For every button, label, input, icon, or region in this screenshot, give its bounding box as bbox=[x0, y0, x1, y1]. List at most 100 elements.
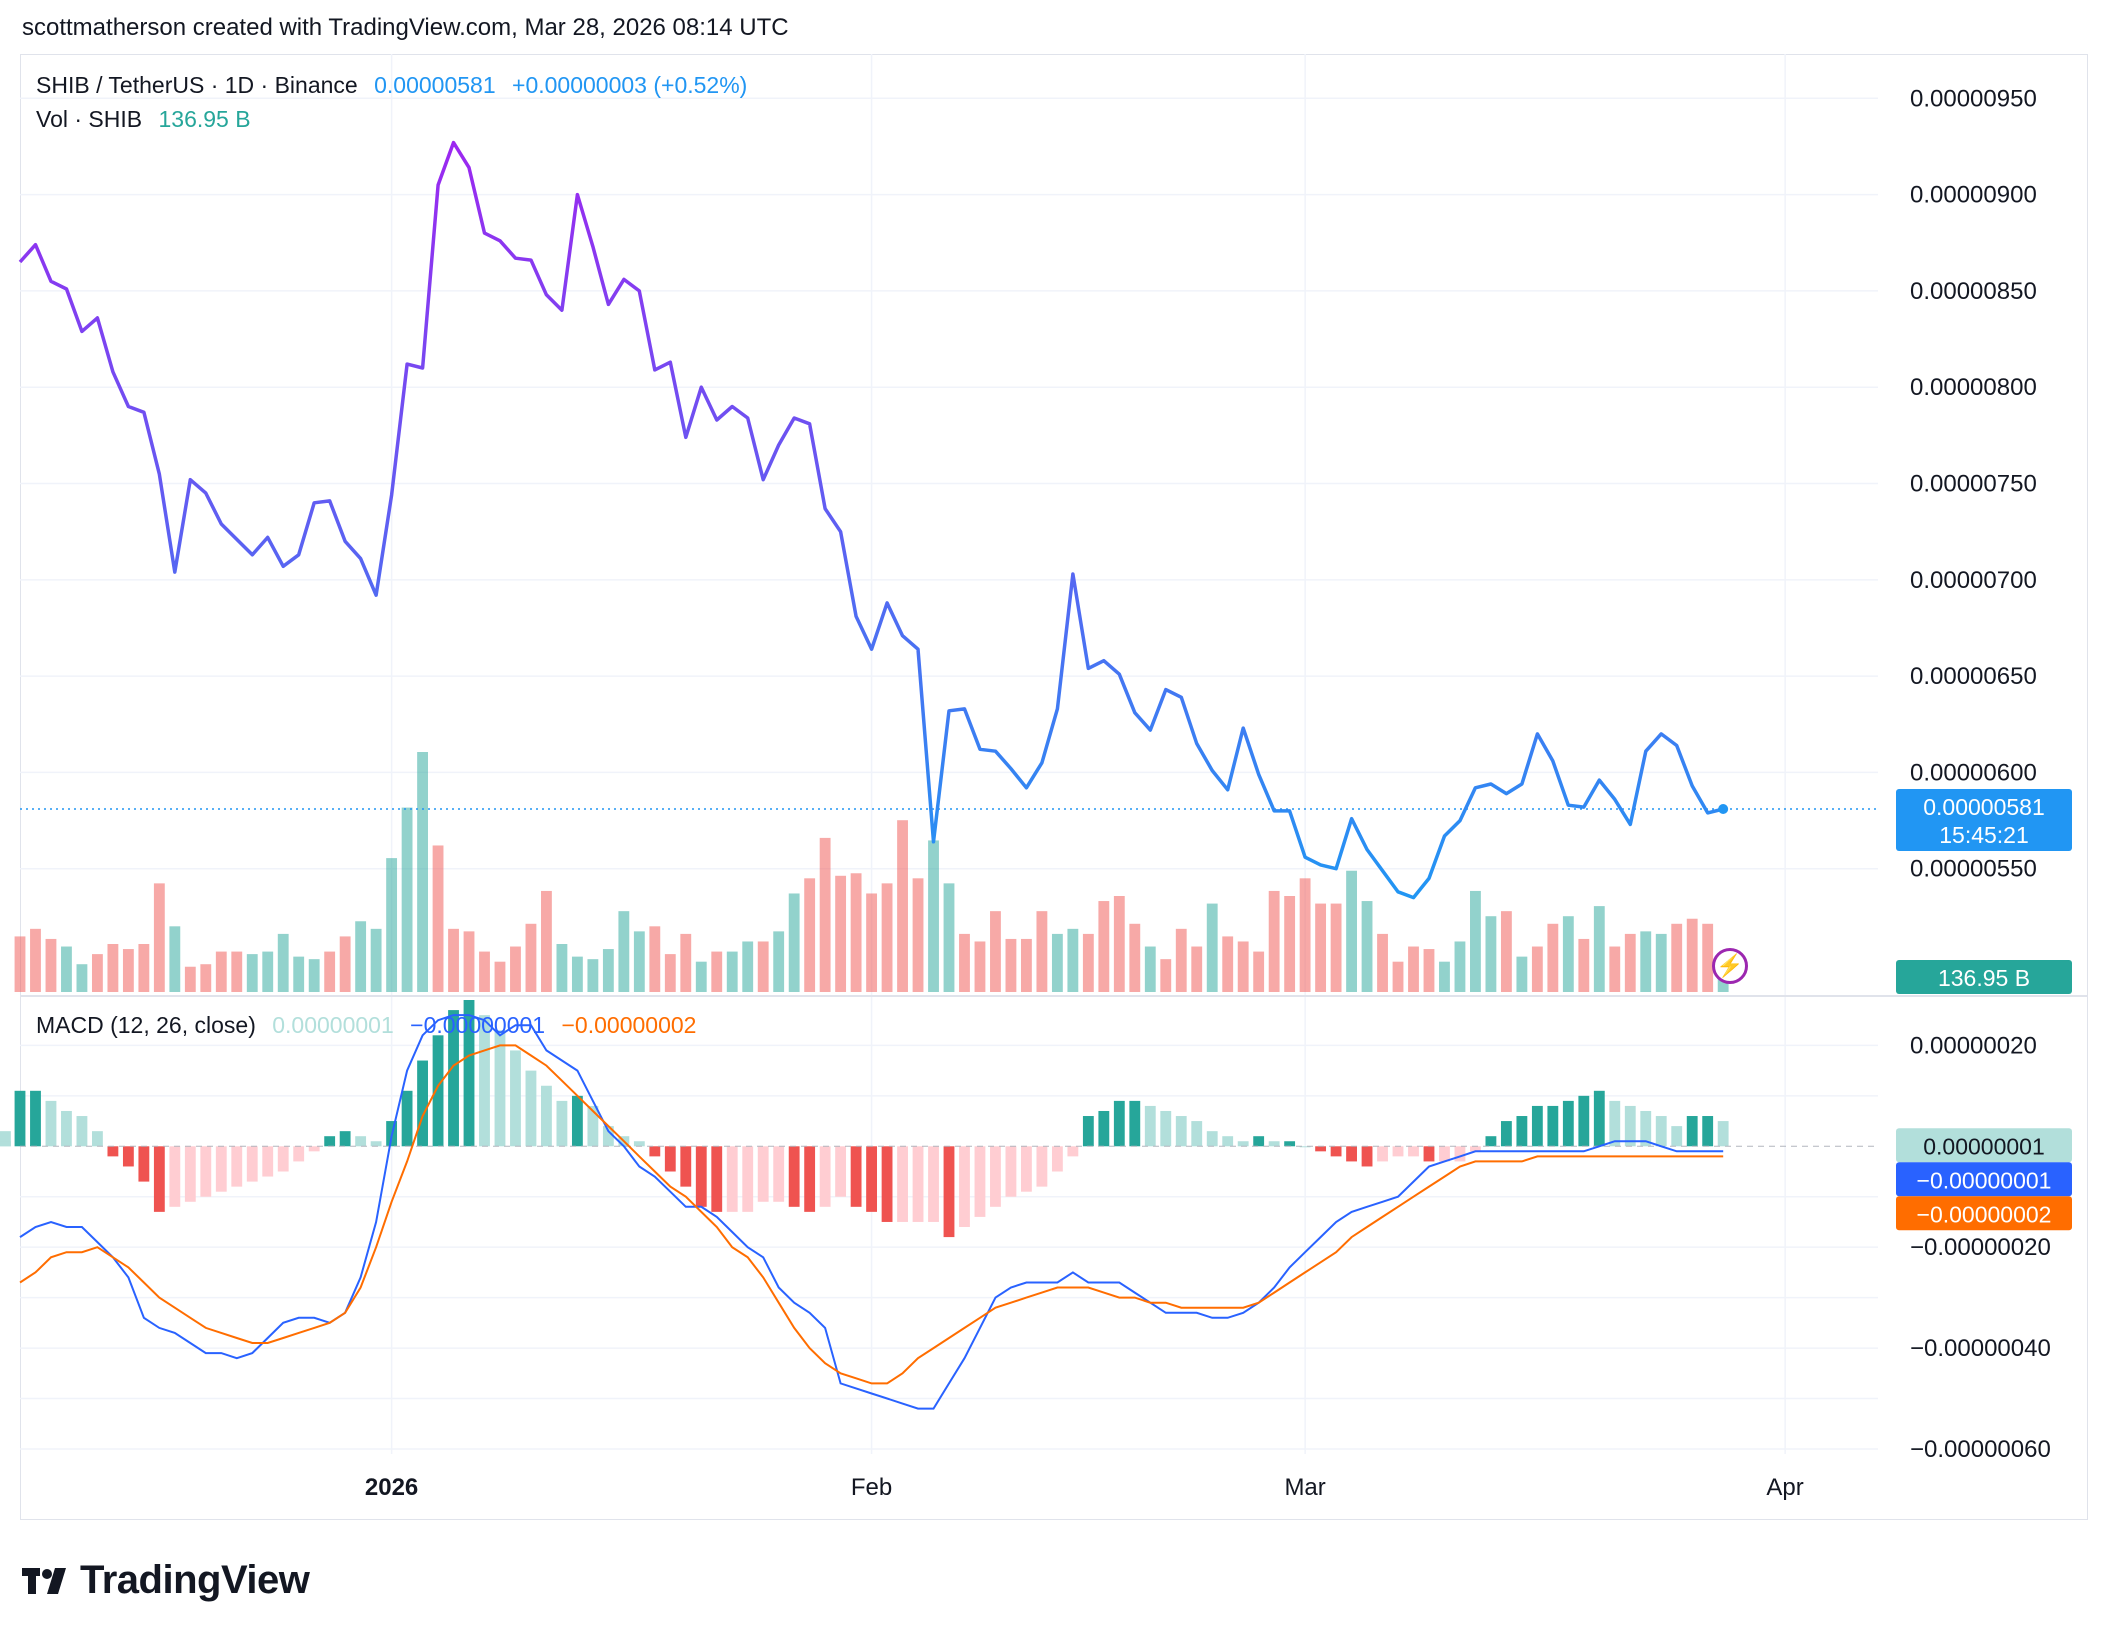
volume-bar bbox=[1051, 933, 1063, 992]
volume-bar bbox=[1531, 946, 1543, 992]
volume-bar bbox=[1578, 938, 1590, 992]
macd-histogram-bar bbox=[1377, 1146, 1388, 1162]
volume-bar bbox=[1036, 911, 1048, 992]
macd-histogram-bar bbox=[571, 1095, 583, 1147]
price-change-value: +0.00000003 (+0.52%) bbox=[512, 72, 748, 98]
macd-histogram-bar bbox=[494, 1030, 506, 1147]
volume-bar bbox=[1144, 946, 1156, 992]
price-badge-text: 15:45:21 bbox=[1939, 822, 2029, 848]
volume-bar bbox=[835, 875, 847, 992]
macd-histogram-bar bbox=[0, 1131, 11, 1147]
price-tick-label: 0.00000650 bbox=[1910, 663, 2037, 690]
volume-bar bbox=[494, 961, 506, 992]
macd-histogram-bar bbox=[45, 1100, 57, 1147]
macd-histogram-bar bbox=[633, 1141, 645, 1147]
macd-histogram-bar bbox=[200, 1146, 212, 1197]
volume-bar bbox=[742, 941, 754, 992]
macd-label[interactable]: MACD (12, 26, close) bbox=[36, 1012, 256, 1038]
macd-histogram-bar bbox=[974, 1146, 986, 1217]
volume-bar bbox=[76, 964, 88, 992]
macd-histogram-bar bbox=[1516, 1116, 1528, 1147]
macd-histogram-bar bbox=[1082, 1116, 1094, 1147]
volume-bar bbox=[1624, 933, 1636, 992]
macd-histogram-bar bbox=[370, 1141, 382, 1147]
volume-bar bbox=[1454, 941, 1466, 992]
macd-histogram-bar bbox=[525, 1070, 537, 1147]
macd-histogram-bar bbox=[1175, 1116, 1187, 1147]
volume-bar bbox=[1361, 901, 1373, 992]
tradingview-logo[interactable]: TradingView bbox=[22, 1558, 310, 1603]
volume-bar bbox=[401, 807, 413, 992]
volume-bar bbox=[45, 938, 57, 992]
macd-histogram-bar bbox=[30, 1090, 41, 1147]
volume-bar bbox=[1562, 916, 1574, 992]
volume-bar bbox=[324, 951, 336, 992]
macd-histogram-bar bbox=[1717, 1121, 1729, 1147]
macd-histogram-bar bbox=[1454, 1146, 1466, 1162]
volume-bar bbox=[757, 941, 769, 992]
macd-histogram-bar bbox=[1671, 1126, 1683, 1147]
macd-histogram-bar bbox=[1222, 1136, 1234, 1147]
author-line: scottmatherson created with TradingView.… bbox=[22, 14, 789, 41]
macd-histogram-bar bbox=[587, 1105, 599, 1147]
macd-signal-badge-text: −0.00000002 bbox=[1917, 1201, 2052, 1227]
price-tick-label: 0.00000800 bbox=[1910, 374, 2037, 401]
macd-histogram-bar bbox=[1562, 1100, 1574, 1147]
macd-histogram-bar bbox=[1655, 1116, 1667, 1147]
volume-bar bbox=[277, 933, 289, 992]
macd-histogram-bar bbox=[277, 1146, 289, 1172]
macd-histogram-bar bbox=[1485, 1136, 1497, 1147]
volume-bar bbox=[1268, 890, 1280, 992]
volume-bar bbox=[1500, 911, 1512, 992]
symbol-label[interactable]: SHIB / TetherUS · 1D · Binance bbox=[36, 72, 358, 98]
macd-legend: MACD (12, 26, close) 0.00000001 −0.00000… bbox=[36, 1012, 706, 1039]
volume-badge-text: 136.95 B bbox=[1938, 965, 2030, 991]
macd-histogram-bar bbox=[339, 1131, 351, 1147]
macd-histogram-bar bbox=[1036, 1146, 1048, 1187]
volume-bar bbox=[1330, 903, 1342, 992]
volume-bars bbox=[14, 752, 1729, 992]
macd-histogram-bar bbox=[355, 1136, 367, 1147]
volume-bar bbox=[618, 911, 630, 992]
volume-bar bbox=[788, 893, 800, 992]
volume-bar bbox=[866, 893, 878, 992]
volume-bar bbox=[231, 951, 243, 992]
macd-histogram-bar bbox=[324, 1136, 336, 1147]
volume-bar bbox=[463, 931, 475, 992]
x-tick-label: Feb bbox=[851, 1474, 892, 1501]
price-tick-label: 0.00000750 bbox=[1910, 471, 2037, 498]
macd-histogram-bar bbox=[215, 1146, 227, 1192]
volume-bar bbox=[541, 890, 552, 992]
macd-histogram-bar bbox=[990, 1146, 1001, 1207]
volume-bar bbox=[293, 956, 305, 992]
volume-bar bbox=[1082, 933, 1094, 992]
macd-histogram-bar bbox=[122, 1146, 134, 1167]
macd-histogram-bar bbox=[1640, 1110, 1652, 1147]
lightning-icon[interactable]: ⚡ bbox=[1712, 948, 1748, 984]
macd-histogram-bar bbox=[881, 1146, 893, 1222]
volume-bar bbox=[138, 944, 150, 992]
volume-bar bbox=[850, 873, 862, 992]
macd-histogram-bar bbox=[804, 1146, 816, 1212]
macd-histogram-bar bbox=[262, 1146, 274, 1177]
volume-label[interactable]: Vol · SHIB bbox=[36, 106, 143, 132]
volume-bar bbox=[1485, 916, 1497, 992]
volume-bar bbox=[355, 921, 367, 992]
macd-histogram-bar bbox=[742, 1146, 754, 1212]
macd-histogram-bar bbox=[1144, 1105, 1156, 1147]
macd-line-badge-text: −0.00000001 bbox=[1917, 1167, 2052, 1193]
volume-bar bbox=[339, 936, 351, 992]
macd-histogram-bar bbox=[757, 1146, 769, 1202]
volume-bar bbox=[1253, 951, 1265, 992]
macd-histogram-bar bbox=[928, 1146, 939, 1222]
signal-line-series bbox=[19, 1044, 1724, 1385]
volume-bar bbox=[571, 956, 583, 992]
last-price-dot bbox=[1718, 804, 1729, 815]
chart-frame[interactable] bbox=[20, 54, 2088, 1520]
volume-bar bbox=[897, 820, 908, 992]
macd-histogram-bar bbox=[711, 1146, 723, 1212]
macd-histogram-bar bbox=[1160, 1110, 1172, 1147]
macd-histogram-bar bbox=[1237, 1141, 1249, 1147]
volume-bar bbox=[1175, 928, 1187, 992]
